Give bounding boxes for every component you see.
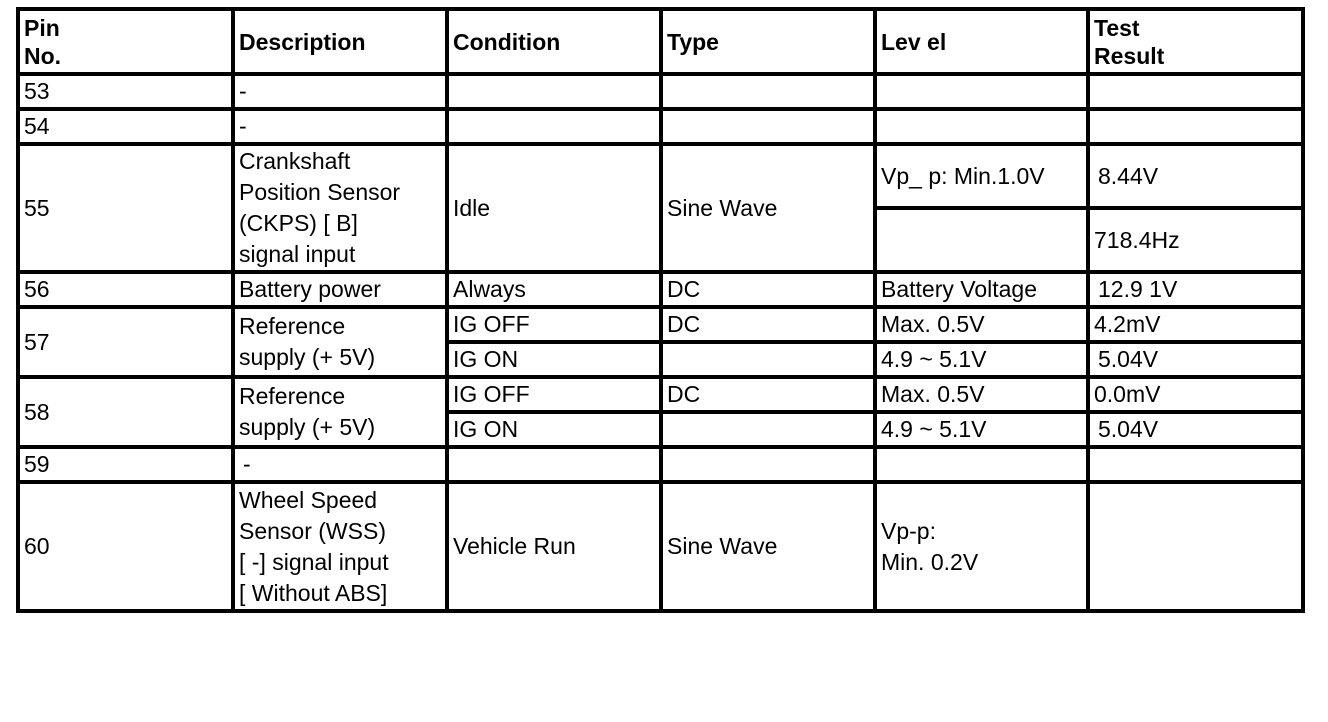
description-line: Reference xyxy=(239,313,346,339)
header-level: Lev el xyxy=(873,7,1090,76)
level-line: Min. 0.2V xyxy=(881,548,979,575)
header-result-line1: Test xyxy=(1094,14,1140,41)
header-result-line2: Result xyxy=(1094,42,1165,69)
type-cell xyxy=(659,410,877,449)
result-cell xyxy=(1086,107,1305,146)
table-row: 58 Reference supply (+ 5V) IG OFF DC Max.… xyxy=(16,375,1305,449)
header-type: Type xyxy=(659,7,877,76)
header-row: Pin No. Description Condition Type Lev el… xyxy=(16,7,1305,76)
result-cell: 5.04V xyxy=(1086,340,1305,379)
type-cell xyxy=(659,340,877,379)
table-row: 56 Battery power Always DC Battery Volta… xyxy=(16,270,1305,309)
description-cell: - xyxy=(231,72,449,111)
result-cell xyxy=(1086,72,1305,111)
condition-cell: IG OFF xyxy=(445,305,663,344)
level-cell xyxy=(873,445,1090,484)
pin-test-table: Pin No. Description Condition Type Lev el… xyxy=(16,7,1305,613)
level-cell xyxy=(873,72,1090,111)
table-row: IG ON 4.9 ~ 5.1V 5.04V xyxy=(18,410,1305,449)
header-result: Test Result xyxy=(1086,7,1305,76)
type-cell: DC xyxy=(659,305,877,344)
description-cell: - xyxy=(231,107,449,146)
description-line: (CKPS) [ B] xyxy=(239,210,358,236)
type-cell: DC xyxy=(659,270,877,309)
header-pin-line2: No. xyxy=(24,42,62,69)
result-cell: 0.0mV xyxy=(1086,375,1305,414)
table-row: 55 Crankshaft Position Sensor (CKPS) [ B… xyxy=(16,142,1305,274)
condition-cell: IG ON xyxy=(445,340,663,379)
header-pin-line1: Pin xyxy=(24,14,60,41)
description-line: signal input xyxy=(239,241,356,267)
result-cell: 4.2mV xyxy=(1086,305,1305,344)
description-cell: - xyxy=(231,445,449,484)
level-cell: Battery Voltage xyxy=(873,270,1090,309)
pin-cell: 60 xyxy=(16,480,235,613)
result-cell: 5.04V xyxy=(1086,410,1305,449)
table-row: 59 - xyxy=(16,445,1305,484)
type-cell xyxy=(659,107,877,146)
description-cell: Reference supply (+ 5V) xyxy=(231,305,449,379)
description-line: Reference xyxy=(239,383,346,409)
condition-cell xyxy=(445,72,663,111)
pin-cell: 54 xyxy=(16,107,235,146)
description-line: Position Sensor xyxy=(239,179,401,205)
level-cell xyxy=(873,206,1090,274)
description-cell: Reference supply (+ 5V) xyxy=(231,375,449,449)
result-cell xyxy=(1086,445,1305,484)
pin-cell: 56 xyxy=(16,270,235,309)
description-line: Sensor (WSS) xyxy=(239,517,386,544)
condition-cell xyxy=(445,445,663,484)
description-line: [ Without ABS] xyxy=(239,579,388,606)
condition-cell: IG OFF xyxy=(445,375,663,414)
result-cell: 8.44V xyxy=(1086,142,1305,210)
description-cell: Wheel Speed Sensor (WSS) [ -] signal inp… xyxy=(231,480,449,613)
table-row: 60 Wheel Speed Sensor (WSS) [ -] signal … xyxy=(16,480,1305,613)
description-cell: Battery power xyxy=(231,270,449,309)
condition-cell: Idle xyxy=(445,142,663,274)
level-cell xyxy=(873,107,1090,146)
condition-cell: Always xyxy=(445,270,663,309)
description-line: Wheel Speed xyxy=(239,486,378,513)
header-condition: Condition xyxy=(445,7,663,76)
description-line: Crankshaft xyxy=(239,148,351,174)
level-cell: Vp_ p: Min.1.0V xyxy=(873,142,1090,210)
type-cell: Sine Wave xyxy=(659,142,877,274)
table-row: IG ON 4.9 ~ 5.1V 5.04V xyxy=(18,340,1305,379)
result-cell: 718.4Hz xyxy=(1086,206,1305,274)
condition-cell: Vehicle Run xyxy=(445,480,663,613)
description-line: supply (+ 5V) xyxy=(239,344,376,370)
type-cell: DC xyxy=(659,375,877,414)
pin-cell: 58 xyxy=(16,375,235,449)
pin-cell: 55 xyxy=(16,142,235,274)
description-line: supply (+ 5V) xyxy=(239,414,376,440)
header-description: Description xyxy=(231,7,449,76)
header-pin: Pin No. xyxy=(16,7,235,76)
level-cell: Vp-p: Min. 0.2V xyxy=(873,480,1090,613)
pin-cell: 59 xyxy=(16,445,235,484)
table-row: 53 - xyxy=(16,72,1305,111)
table-row: 57 Reference supply (+ 5V) IG OFF DC Max.… xyxy=(16,305,1305,379)
type-cell: Sine Wave xyxy=(659,480,877,613)
level-cell: 4.9 ~ 5.1V xyxy=(873,340,1090,379)
result-cell: 12.9 1V xyxy=(1086,270,1305,309)
level-cell: Max. 0.5V xyxy=(873,375,1090,414)
level-cell: Max. 0.5V xyxy=(873,305,1090,344)
type-cell xyxy=(659,445,877,484)
description-line: [ -] signal input xyxy=(239,548,389,575)
description-cell: Crankshaft Position Sensor (CKPS) [ B] s… xyxy=(231,142,449,274)
level-line: Vp-p: xyxy=(881,517,936,544)
condition-cell: IG ON xyxy=(445,410,663,449)
pin-cell: 53 xyxy=(16,72,235,111)
level-cell: 4.9 ~ 5.1V xyxy=(873,410,1090,449)
table-row: 54 - xyxy=(16,107,1305,146)
table-row: 718.4Hz xyxy=(18,206,1305,274)
result-cell xyxy=(1086,480,1305,613)
condition-cell xyxy=(445,107,663,146)
type-cell xyxy=(659,72,877,111)
pin-cell: 57 xyxy=(16,305,235,379)
